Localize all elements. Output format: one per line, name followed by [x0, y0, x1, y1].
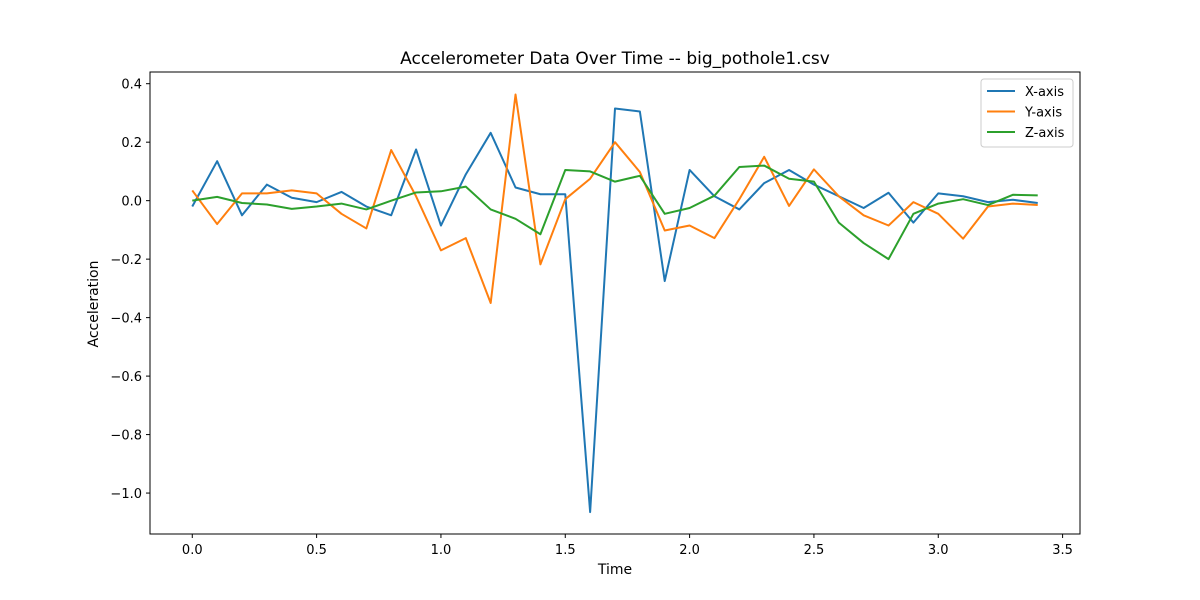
- x-tick-label: 2.5: [804, 543, 825, 558]
- x-tick-label: 3.0: [928, 543, 949, 558]
- plot-area: [191, 93, 1038, 514]
- x-tick-label: 0.5: [306, 543, 327, 558]
- x-tick-label: 1.0: [431, 543, 452, 558]
- y-tick-label: −0.6: [110, 370, 142, 385]
- axis-ticks: 0.0 0.5 1.0 1.5 2.0 2.5 3.0 3.5 0.4 0.2 0.0 −0.2 −0.…: [110, 78, 1073, 558]
- series-line-z-axis: [192, 164, 1038, 261]
- y-tick-label: −1.0: [110, 487, 142, 502]
- x-tick-label: 3.5: [1052, 543, 1073, 558]
- legend-box: [980, 78, 1074, 148]
- legend: X-axis Y-axis Z-axis: [980, 78, 1074, 148]
- y-tick-label: −0.4: [110, 312, 142, 327]
- x-tick-label: 0.0: [182, 543, 203, 558]
- legend-label: X-axis: [1025, 85, 1064, 100]
- axes-frame: [149, 71, 1081, 535]
- x-axis-label: Time: [597, 562, 632, 578]
- y-tick-label: −0.8: [110, 429, 142, 444]
- y-tick-label: 0.0: [121, 195, 142, 210]
- y-tick-label: 0.2: [121, 136, 142, 151]
- x-tick-label: 1.5: [555, 543, 576, 558]
- x-tick-label: 2.0: [679, 543, 700, 558]
- y-axis-label: Acceleration: [86, 261, 102, 348]
- legend-label: Y-axis: [1024, 106, 1062, 121]
- legend-label: Z-axis: [1025, 126, 1065, 141]
- series-line-x-axis: [191, 107, 1038, 514]
- chart-title: Accelerometer Data Over Time -- big_poth…: [400, 49, 830, 69]
- y-tick-label: 0.4: [121, 78, 142, 93]
- series-line-y-axis: [191, 93, 1038, 304]
- y-tick-label: −0.2: [110, 253, 142, 268]
